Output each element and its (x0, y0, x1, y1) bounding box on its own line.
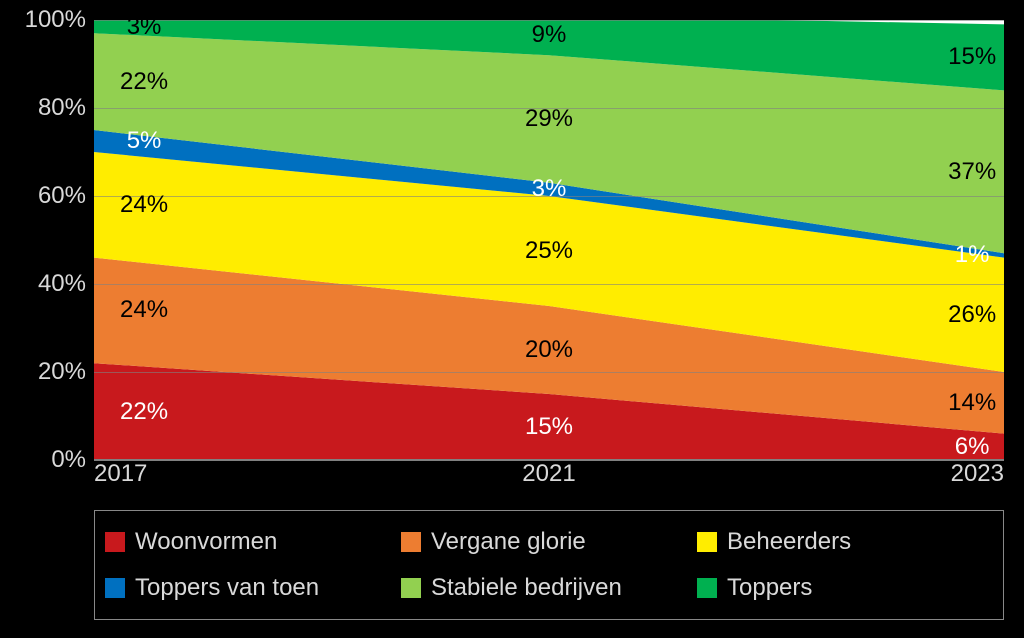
data-label: 15% (948, 45, 996, 69)
data-label: 3% (532, 177, 567, 201)
x-tick-label: 2023 (951, 462, 1004, 486)
data-label: 25% (525, 239, 573, 263)
data-label: 20% (525, 338, 573, 362)
y-tick-label: 100% (12, 8, 86, 32)
y-tick-label: 20% (12, 360, 86, 384)
data-label: 6% (955, 435, 990, 459)
data-label: 24% (120, 298, 168, 322)
legend-item-toppers: Toppers (697, 565, 993, 611)
x-tick-label: 2021 (522, 462, 575, 486)
data-label: 22% (120, 70, 168, 94)
legend-item-stabiele-bedrijven: Stabiele bedrijven (401, 565, 697, 611)
legend-item-woonvormen: Woonvormen (105, 519, 401, 565)
stacked-area-chart: 0% 20% 40% 60% 80% 100% 2017 2021 2023 2… (12, 10, 1012, 628)
legend-swatch (401, 578, 421, 598)
data-labels-layer: 22% 15% 6% 24% 20% 14% 24% 25% 26% 5% 3% 1% 22% 29% 37… (94, 20, 1004, 460)
legend-item-beheerders: Beheerders (697, 519, 993, 565)
legend-swatch (105, 578, 125, 598)
data-label: 37% (948, 160, 996, 184)
legend-label: Toppers van toen (135, 576, 319, 600)
legend-swatch (105, 532, 125, 552)
data-label: 9% (532, 23, 567, 47)
legend-swatch (697, 578, 717, 598)
data-label: 26% (948, 303, 996, 327)
legend-swatch (401, 532, 421, 552)
data-label: 14% (948, 391, 996, 415)
y-tick-label: 80% (12, 96, 86, 120)
legend: Woonvormen Vergane glorie Beheerders Top… (94, 510, 1004, 620)
x-tick-label: 2017 (94, 462, 147, 486)
data-label: 5% (127, 129, 162, 153)
legend-label: Beheerders (727, 530, 851, 554)
legend-item-toppers-van-toen: Toppers van toen (105, 565, 401, 611)
data-label: 3% (127, 20, 162, 39)
legend-item-vergane-glorie: Vergane glorie (401, 519, 697, 565)
plot-area: 22% 15% 6% 24% 20% 14% 24% 25% 26% 5% 3% 1% 22% 29% 37… (94, 20, 1004, 460)
legend-label: Stabiele bedrijven (431, 576, 622, 600)
data-label: 24% (120, 193, 168, 217)
legend-label: Vergane glorie (431, 530, 586, 554)
data-label: 29% (525, 107, 573, 131)
data-label: 1% (955, 243, 990, 267)
y-tick-label: 0% (12, 448, 86, 472)
legend-swatch (697, 532, 717, 552)
data-label: 22% (120, 400, 168, 424)
y-tick-label: 40% (12, 272, 86, 296)
y-tick-label: 60% (12, 184, 86, 208)
legend-label: Toppers (727, 576, 812, 600)
legend-label: Woonvormen (135, 530, 277, 554)
data-label: 15% (525, 415, 573, 439)
